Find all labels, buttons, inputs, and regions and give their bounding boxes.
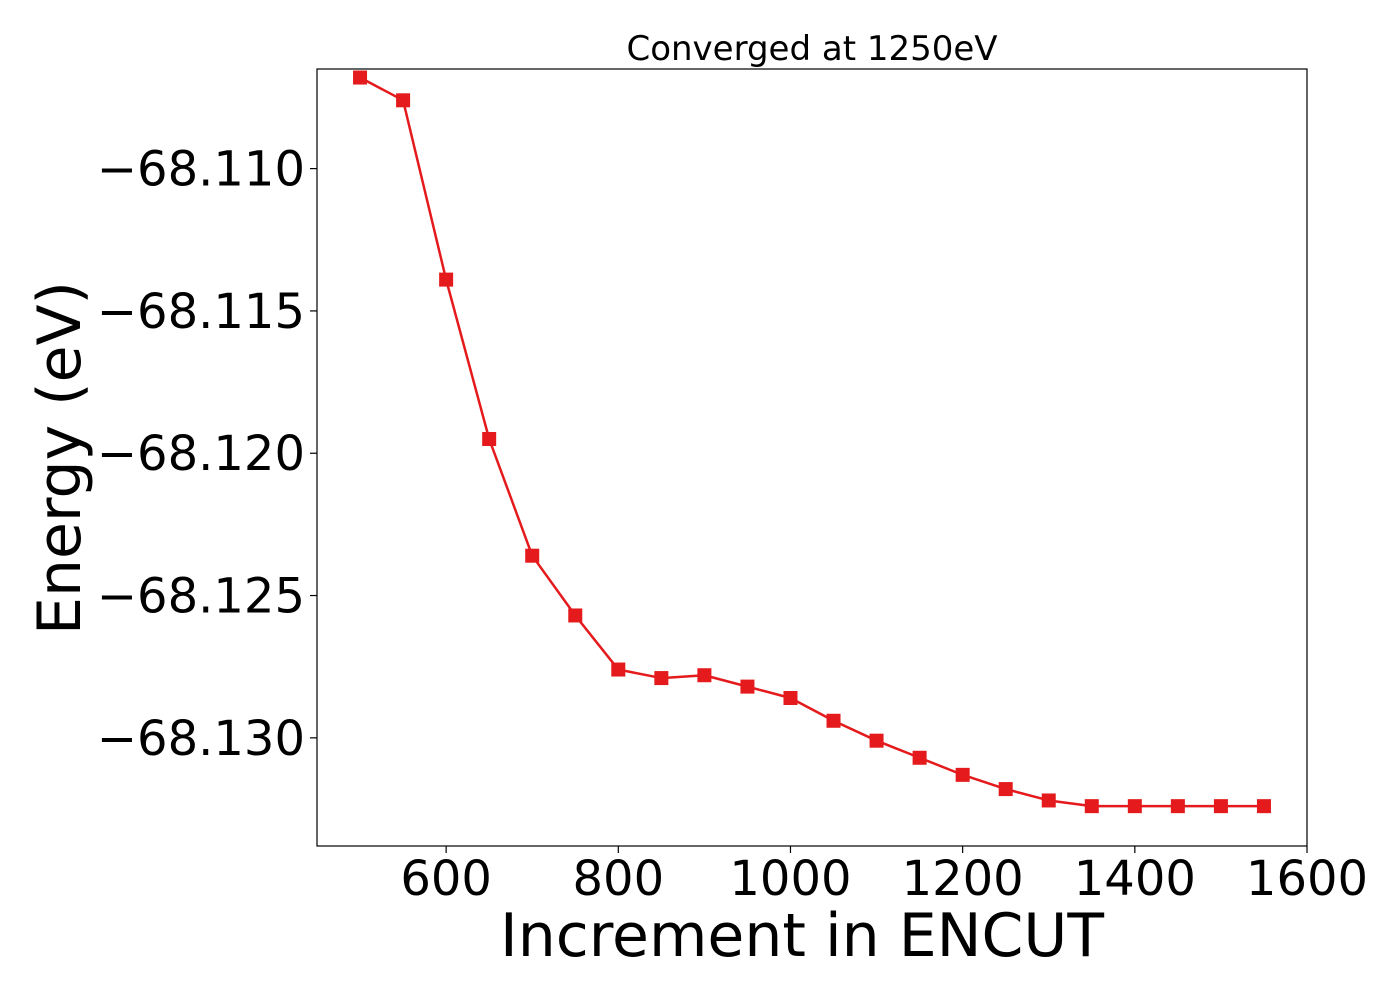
- data-point-marker: [955, 767, 970, 782]
- y-tick-label: −68.120: [97, 426, 305, 482]
- data-point-marker: [353, 70, 368, 85]
- series-layer: [353, 70, 1271, 814]
- y-axis-label: Energy (eV): [25, 281, 95, 635]
- series-line: [359, 76, 1264, 808]
- chart-title: Converged at 1250eV: [626, 29, 997, 69]
- x-tick-label: 1400: [1074, 851, 1196, 907]
- y-axis: −68.110 −68.115 −68.120 −68.125 −68.130: [97, 142, 317, 767]
- data-point-marker: [1127, 799, 1142, 814]
- x-tick-label: 1600: [1246, 851, 1368, 907]
- y-tick-label: −68.125: [97, 569, 305, 625]
- data-point-marker: [1041, 793, 1056, 808]
- data-point-marker: [1213, 799, 1228, 814]
- data-point-marker: [826, 713, 841, 728]
- data-point-marker: [396, 93, 411, 108]
- x-tick-label: 1200: [902, 851, 1024, 907]
- data-point-marker: [1256, 799, 1271, 814]
- data-point-marker: [568, 608, 583, 623]
- data-point-marker: [439, 272, 454, 287]
- data-point-marker: [654, 671, 669, 686]
- data-point-marker: [912, 750, 927, 765]
- x-axis-label: Increment in ENCUT: [500, 901, 1104, 971]
- data-point-marker: [998, 782, 1013, 797]
- y-tick-label: −68.130: [97, 711, 305, 767]
- x-tick-label: 1000: [729, 851, 851, 907]
- data-point-marker: [869, 733, 884, 748]
- data-point-marker: [740, 679, 755, 694]
- x-tick-label: 800: [572, 851, 664, 907]
- data-point-marker: [525, 548, 540, 563]
- plot-area-frame: [316, 68, 1308, 847]
- y-tick-label: −68.110: [97, 142, 305, 198]
- data-point-marker: [482, 432, 497, 446]
- data-point-marker: [611, 662, 626, 677]
- data-point-marker: [783, 691, 798, 705]
- x-tick-label: 600: [400, 851, 492, 907]
- x-axis: 600 800 1000 1200 1400 1600: [400, 846, 1368, 907]
- y-tick-label: −68.115: [97, 284, 305, 340]
- data-point-marker: [1084, 799, 1099, 814]
- data-point-marker: [1170, 799, 1185, 814]
- data-point-marker: [697, 668, 712, 683]
